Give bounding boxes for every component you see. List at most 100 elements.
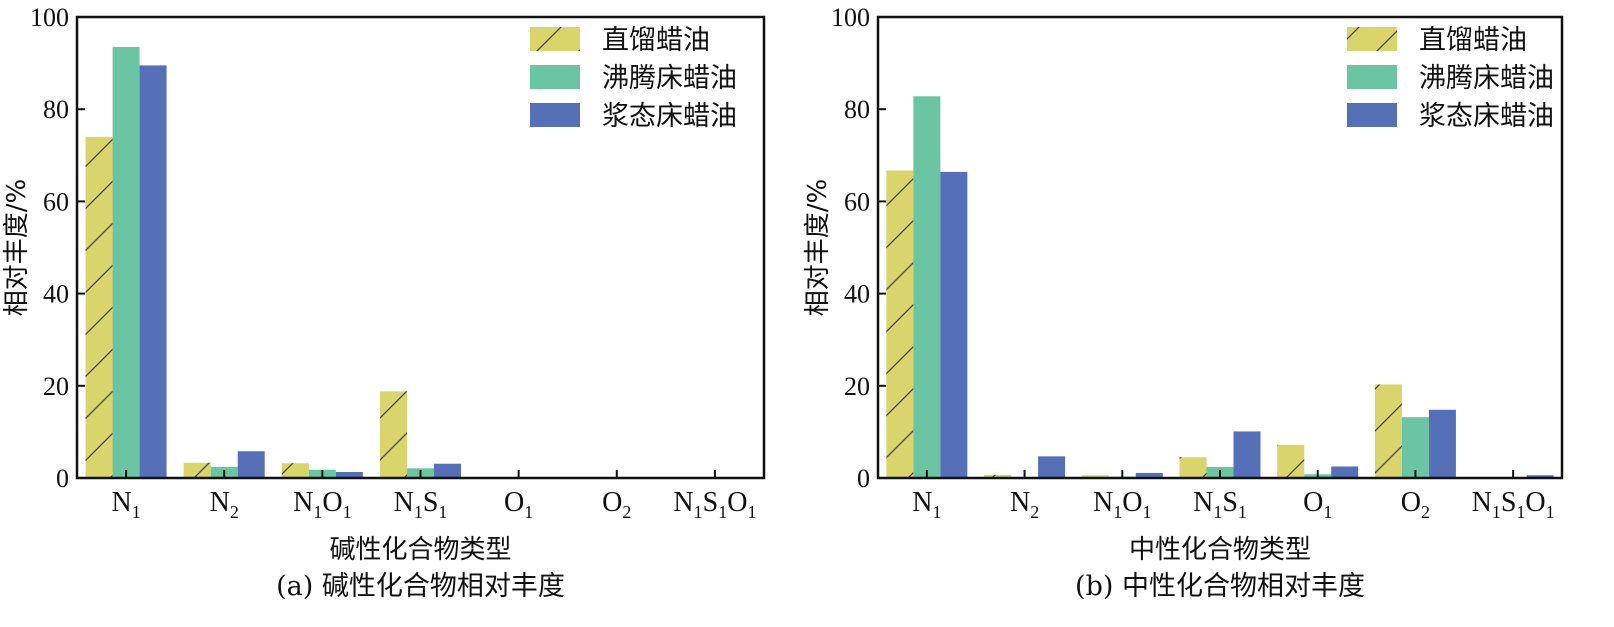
- legend-swatch-ebullated-bed: [530, 65, 580, 89]
- bar-hatch-straight-run: [183, 462, 211, 478]
- y-tick-label: 60: [844, 187, 870, 216]
- legend-swatch-hatch: [1347, 27, 1397, 51]
- label-element: O: [1401, 487, 1421, 518]
- y-tick-label: 80: [844, 95, 870, 124]
- bar-hatch-straight-run: [886, 170, 914, 478]
- label-subscript: 2: [230, 502, 239, 522]
- y-tick-label: 0: [56, 464, 69, 493]
- label-element: O: [1525, 487, 1545, 518]
- label-element: O: [322, 487, 342, 518]
- label-subscript: 1: [694, 502, 703, 522]
- bar-ebullated-bed: [112, 46, 140, 479]
- label-subscript: 1: [132, 502, 141, 522]
- bar-slurry-bed: [335, 472, 363, 478]
- label-subscript: 1: [438, 502, 447, 522]
- bar-hatch-straight-run: [281, 463, 309, 478]
- legend-label-slurry-bed: 浆态床蜡油: [602, 101, 737, 132]
- label-subscript: 2: [622, 502, 631, 522]
- x-tick-label: N1​: [111, 487, 140, 522]
- bar-slurry-bed: [940, 171, 968, 478]
- label-element: O: [1122, 487, 1142, 518]
- legend: 直馏蜡油 沸腾床蜡油 浆态床蜡油: [1347, 25, 1554, 132]
- x-tick-label-group: N1​N2​N1​O1​N1​S1​O1​O2​N1​S1​O1​: [912, 487, 1554, 522]
- y-tick-label: 100: [831, 3, 870, 32]
- legend-label-ebullated-bed: 沸腾床蜡油: [602, 63, 737, 94]
- legend: 直馏蜡油 沸腾床蜡油 浆态床蜡油: [530, 25, 737, 132]
- label-subscript: 1: [1238, 502, 1247, 522]
- x-tick-label: N1​: [912, 487, 941, 522]
- plot-frame: [75, 15, 766, 480]
- y-tick-group: 0 20 40 60 80 100: [831, 3, 886, 493]
- x-tick-label: N1​O1​: [1093, 487, 1151, 522]
- label-element: N: [1193, 487, 1213, 518]
- bar-ebullated-bed: [913, 96, 941, 479]
- label-element: O: [602, 487, 622, 518]
- figure-caption: (b) 中性化合物相对丰度: [1075, 571, 1365, 602]
- legend-label-slurry-bed: 浆态床蜡油: [1419, 101, 1554, 132]
- label-element: N: [111, 487, 131, 518]
- label-element: N: [293, 487, 313, 518]
- bar-slurry-bed: [237, 451, 265, 478]
- y-tick-label: 60: [43, 187, 69, 216]
- label-element: S: [703, 487, 719, 518]
- bar-slurry-bed: [1135, 472, 1163, 478]
- x-tick-label: N1​S1​: [394, 487, 448, 522]
- bar-slurry-bed: [434, 463, 461, 478]
- y-tick-label: 100: [30, 3, 69, 32]
- bar-slurry-bed: [1526, 475, 1554, 478]
- bar-slurry-bed: [1038, 456, 1066, 478]
- x-tick-label-group: N1​N2​N1​O1​N1​S1​O1​O2​N1​S1​O1​: [111, 487, 756, 522]
- x-tick-label: O2​: [1401, 487, 1430, 522]
- label-element: N: [210, 487, 230, 518]
- x-tick-label: N1​O1​: [293, 487, 351, 522]
- label-subscript: 1: [313, 502, 322, 522]
- bar-hatch-straight-run: [380, 391, 407, 478]
- label-element: N: [673, 487, 693, 518]
- legend-swatch-slurry-bed: [1347, 103, 1397, 127]
- label-subscript: 2: [1030, 502, 1039, 522]
- label-element: S: [1222, 487, 1238, 518]
- label-subscript: 1: [1113, 502, 1122, 522]
- y-tick-label: 20: [43, 372, 69, 401]
- x-axis-title: 中性化合物类型: [1129, 535, 1311, 565]
- label-subscript: 1: [1516, 502, 1525, 522]
- label-element: N: [1472, 487, 1492, 518]
- bar-slurry-bed: [1428, 409, 1456, 478]
- x-tick-label: O1​: [504, 487, 533, 522]
- x-tick-label: N1​S1​O1​: [673, 487, 756, 522]
- label-element: N: [394, 487, 414, 518]
- bar-hatch-straight-run: [85, 136, 113, 479]
- label-element: O: [727, 487, 747, 518]
- label-element: N: [1010, 487, 1030, 518]
- bar-group: [85, 46, 716, 479]
- label-element: N: [912, 487, 932, 518]
- y-axis-title: 相对丰度/%: [2, 179, 32, 316]
- label-element: O: [504, 487, 524, 518]
- y-tick-label: 80: [43, 95, 69, 124]
- legend-label-straight-run: 直馏蜡油: [602, 25, 710, 56]
- label-subscript: 1: [1213, 502, 1222, 522]
- label-subscript: 1: [747, 502, 756, 522]
- y-tick-label: 40: [43, 280, 69, 309]
- legend-label-straight-run: 直馏蜡油: [1419, 25, 1527, 56]
- plot-frame: [876, 15, 1564, 480]
- legend-swatch-ebullated-bed: [1347, 65, 1397, 89]
- bar-hatch-straight-run: [1081, 475, 1109, 478]
- label-subscript: 1: [1323, 502, 1332, 522]
- y-axis-title: 相对丰度/%: [803, 179, 833, 316]
- legend-swatch-slurry-bed: [530, 103, 580, 127]
- bar-hatch-straight-run: [1374, 384, 1402, 478]
- x-tick-label: N2​: [1010, 487, 1039, 522]
- label-subscript: 2: [1421, 502, 1430, 522]
- bar-hatch-straight-run: [1277, 444, 1305, 478]
- bar-slurry-bed: [139, 65, 167, 478]
- figure-caption: (a) 碱性化合物相对丰度: [276, 571, 565, 602]
- bar-slurry-bed: [1331, 466, 1359, 478]
- x-axis-title: 碱性化合物类型: [329, 535, 511, 565]
- bar-ebullated-bed: [1401, 417, 1429, 478]
- bar-hatch-straight-run: [1179, 457, 1207, 478]
- label-element: O: [1303, 487, 1323, 518]
- label-element: N: [1093, 487, 1113, 518]
